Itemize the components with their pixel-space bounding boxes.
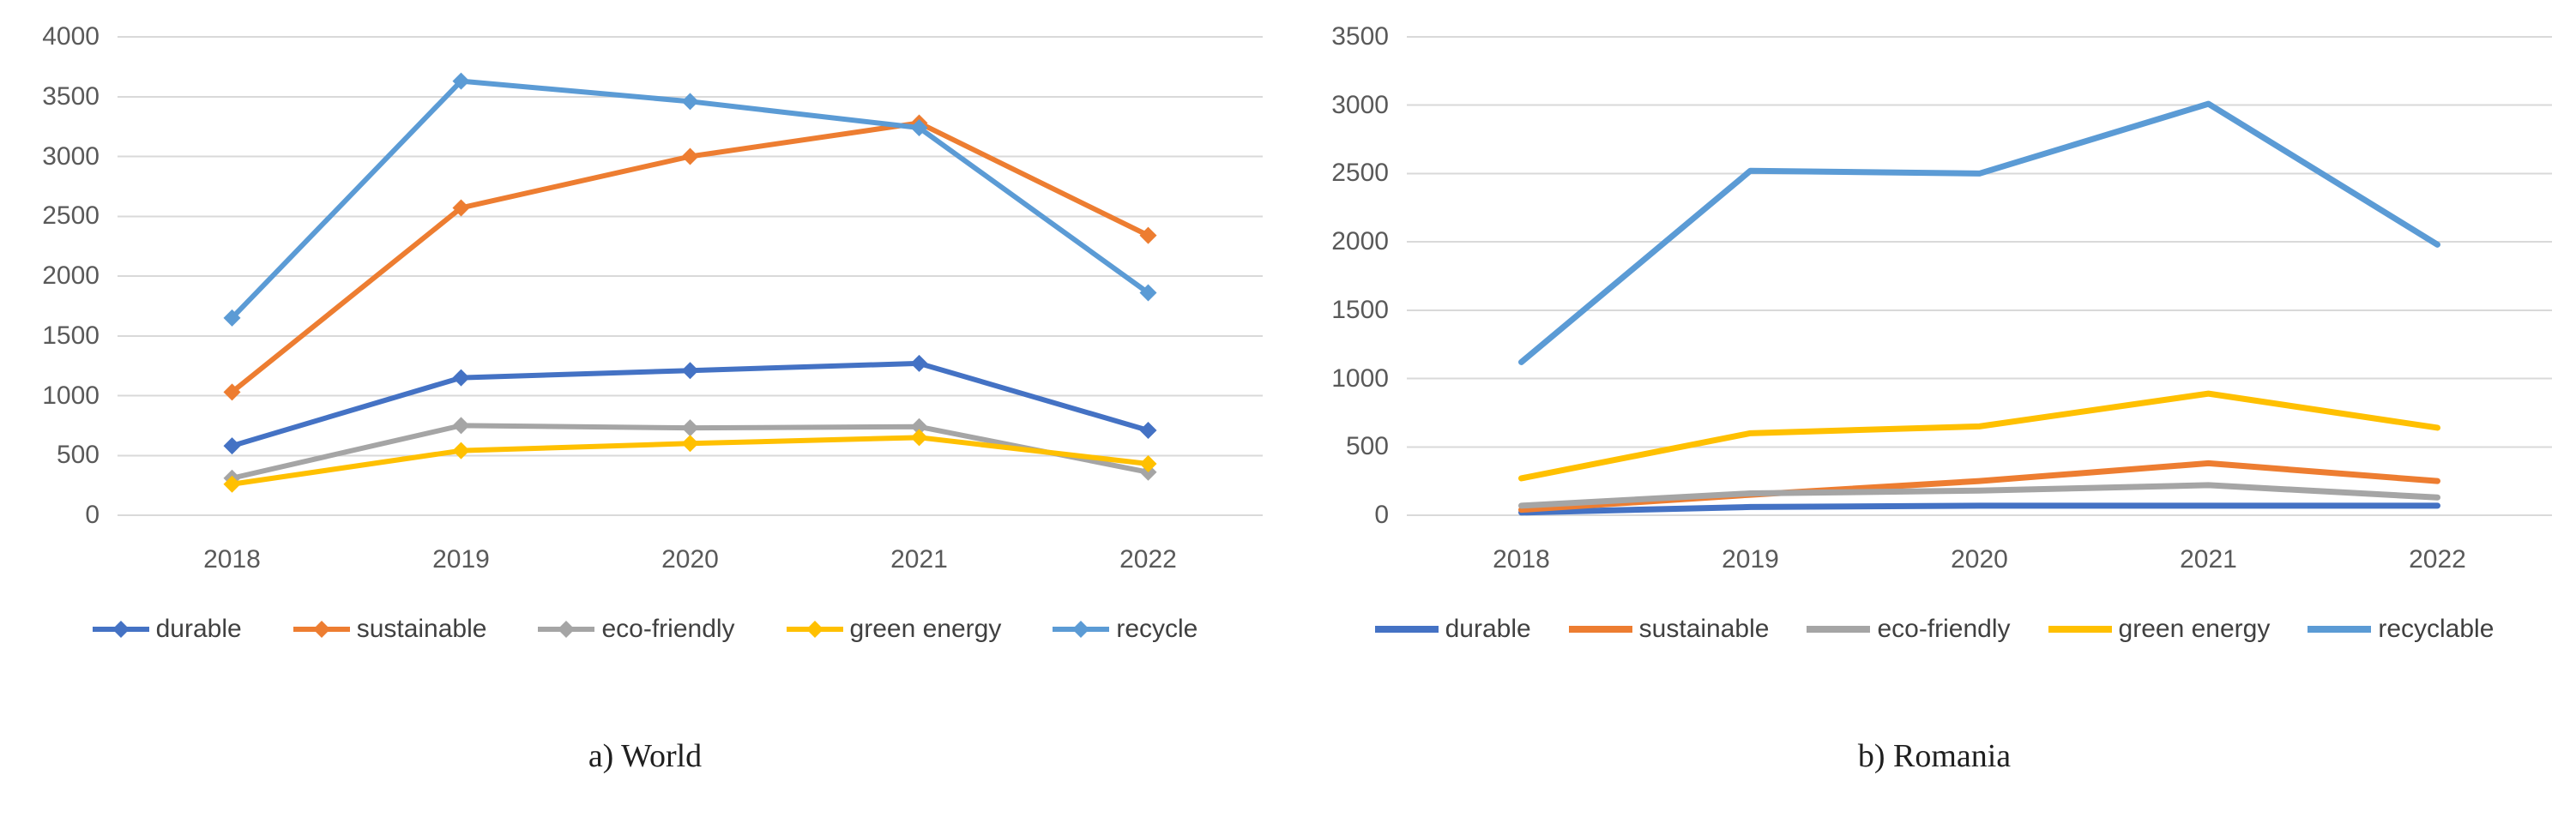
series-marker-durable-2018 [223,437,241,455]
legend-item-green-energy: green energy [2048,615,2271,644]
eco-friendly-diamond-marker-icon [558,621,576,638]
recyclable-line-swatch [2308,626,2372,633]
y-tick-label-1500: 1500 [1331,295,1389,324]
series-marker-green-energy-2021 [910,429,928,447]
green-energy-line-swatch [2048,626,2112,633]
sustainable-line-swatch [293,621,350,638]
x-tick-label-2018: 2018 [203,545,261,574]
world-legend: durable sustainable eco-friendly green ener… [10,610,1280,648]
series-marker-durable-2022 [1139,421,1157,439]
series-marker-durable-2021 [910,354,928,372]
world-caption: a) World [588,738,703,774]
x-tick-label-2021: 2021 [2180,545,2237,574]
series-marker-recycle-2018 [223,309,241,327]
y-tick-label-3000: 3000 [42,141,100,171]
legend-label-recyclable: recyclable [2378,615,2495,643]
series-marker-green-energy-2022 [1139,455,1157,473]
recycle-line-swatch [1053,621,1110,638]
series-marker-eco-friendly-2019 [452,417,470,435]
sustainable-diamond-marker-icon [312,621,330,638]
legend-item-recycle: recycle [1053,615,1198,644]
eco-friendly-line-swatch [538,621,595,638]
y-tick-label-500: 500 [1345,432,1389,461]
romania-legend: durable sustainable eco-friendly green ener… [1300,610,2569,648]
series-marker-durable-2019 [452,369,470,387]
x-tick-label-2022: 2022 [2409,545,2466,574]
series-line-recyclable [1518,100,2440,365]
y-tick-label-2500: 2500 [42,201,100,231]
romania-plot-area [1407,36,2552,516]
series-marker-green-energy-2019 [452,442,470,460]
y-tick-label-500: 500 [56,441,100,470]
series-marker-recycle-2019 [452,72,470,90]
x-tick-label-2020: 2020 [661,545,719,574]
series-marker-green-energy-2018 [223,475,241,493]
y-tick-label-0: 0 [1374,501,1389,529]
durable-line-swatch [1374,626,1439,633]
x-tick-label-2018: 2018 [1493,545,1550,574]
series-marker-green-energy-2020 [681,435,699,453]
romania-caption: b) Romania [1857,738,2012,774]
y-tick-label-1500: 1500 [42,321,100,350]
legend-label-green-energy: green energy [849,615,1002,643]
x-tick-label-2021: 2021 [890,545,948,574]
y-tick-label-4000: 4000 [42,22,100,51]
series-line-green-energy [1518,390,2440,482]
y-tick-label-3500: 3500 [42,81,100,111]
x-tick-label-2019: 2019 [1722,545,1779,574]
legend-item-sustainable: sustainable [293,615,487,644]
y-tick-label-0: 0 [85,501,100,529]
y-tick-label-1000: 1000 [1331,363,1389,393]
x-tick-label-2020: 2020 [1951,545,2008,574]
x-tick-label-2022: 2022 [1119,545,1177,574]
legend-label-recycle: recycle [1116,615,1198,643]
y-tick-label-3000: 3000 [1331,90,1389,119]
legend-item-durable: durable [92,615,242,644]
world-plot-area [118,36,1263,516]
legend-label-green-energy: green energy [2118,615,2271,643]
legend-label-sustainable: sustainable [1638,615,1770,643]
legend-item-recyclable: recyclable [2308,615,2494,644]
series-marker-recycle-2021 [910,119,928,137]
legend-label-eco-friendly: eco-friendly [1877,615,2011,643]
eco-friendly-line-swatch [1807,626,1871,633]
green-energy-line-swatch [786,621,843,638]
recycle-diamond-marker-icon [1072,621,1090,638]
legend-label-eco-friendly: eco-friendly [601,615,735,643]
series-marker-recycle-2020 [681,93,699,111]
durable-diamond-marker-icon [112,621,130,638]
series-marker-sustainable-2020 [681,147,699,165]
legend-item-sustainable: sustainable [1568,615,1770,644]
y-tick-label-2500: 2500 [1331,159,1389,188]
series-marker-sustainable-2022 [1139,226,1157,244]
series-marker-sustainable-2019 [452,199,470,217]
legend-item-green-energy: green energy [786,615,1002,644]
series-marker-recycle-2022 [1139,284,1157,302]
legend-item-eco-friendly: eco-friendly [538,615,735,644]
x-tick-label-2019: 2019 [432,545,490,574]
series-marker-eco-friendly-2020 [681,419,699,437]
y-tick-label-1000: 1000 [42,381,100,410]
durable-line-swatch [92,621,149,638]
y-tick-label-3500: 3500 [1331,22,1389,51]
chart-panel-world: 0 500 1000 1500 2000 2500 3000 3500 4000 2018 201… [10,0,1280,817]
green-energy-diamond-marker-icon [805,621,823,638]
legend-item-eco-friendly: eco-friendly [1807,615,2011,644]
series-marker-sustainable-2018 [223,383,241,401]
series-marker-eco-friendly-2021 [910,418,928,436]
series-line-eco-friendly [1518,482,2440,509]
chart-panel-romania: 0 500 1000 1500 2000 2500 3000 3500 2018 2019 202… [1300,0,2569,817]
legend-label-durable: durable [1445,615,1531,643]
legend-item-durable: durable [1374,615,1531,644]
series-line-durable [1518,502,2440,516]
legend-label-sustainable: sustainable [356,615,487,643]
series-marker-durable-2020 [681,362,699,380]
y-tick-label-2000: 2000 [42,261,100,290]
sustainable-line-swatch [1568,626,1632,633]
y-tick-label-2000: 2000 [1331,227,1389,256]
legend-label-durable: durable [155,615,242,643]
